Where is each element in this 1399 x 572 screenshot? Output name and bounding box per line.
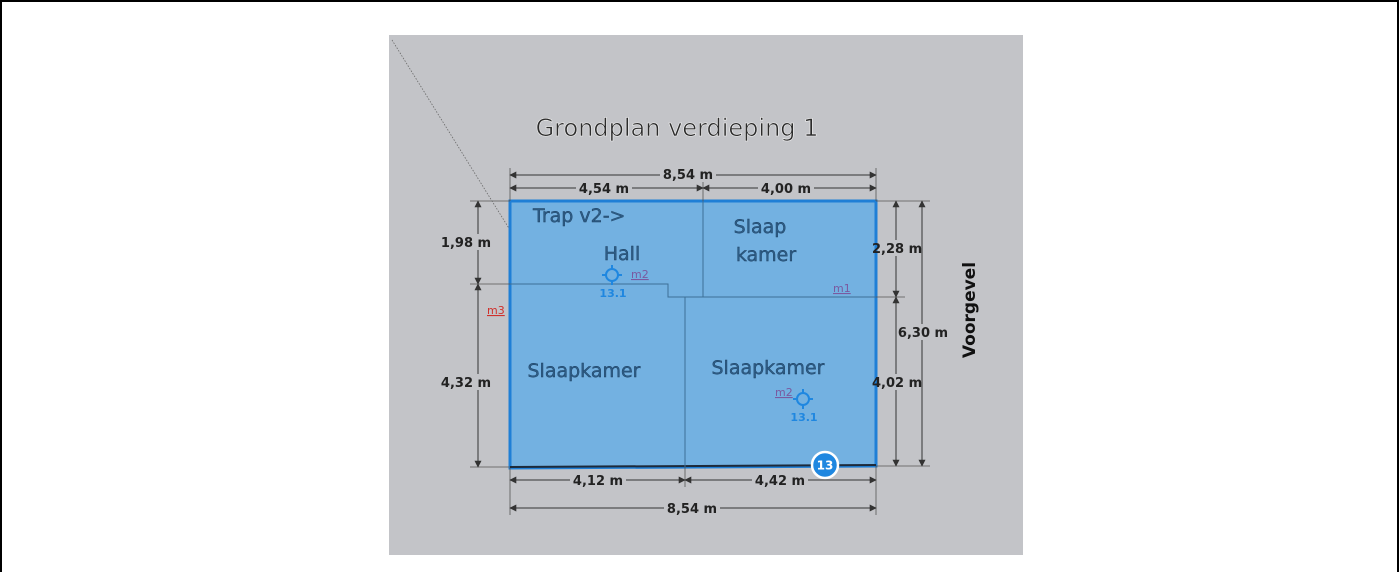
room-label-kamer[interactable]: kamer: [736, 244, 797, 266]
marker-m2-top[interactable]: m2: [631, 268, 649, 281]
dim-bottom-total: 8,54 m: [667, 502, 717, 517]
marker-m3[interactable]: m3: [487, 304, 505, 317]
dim-right-total: 6,30 m: [898, 326, 948, 341]
dim-right-top: 2,28 m: [872, 242, 922, 257]
room-label-hall[interactable]: Hall: [604, 243, 641, 265]
guide-line: [391, 39, 511, 231]
room-label-slaapkamer-right[interactable]: Slaapkamer: [711, 357, 825, 379]
dim-top-right: 4,00 m: [761, 182, 811, 197]
facade-label: Voorgevel: [960, 262, 980, 358]
dimension-labels: 8,54 m 4,54 m 4,00 m 1,98 m 4,32 m 2,28 …: [440, 166, 948, 517]
dim-bottom-right: 4,42 m: [755, 474, 805, 489]
tag-slaapkamer: 13.1: [790, 411, 817, 424]
target-icon-hall[interactable]: [602, 265, 622, 285]
room-label-slaapkamer-left[interactable]: Slaapkamer: [527, 360, 641, 382]
room-label-slaap[interactable]: Slaap: [733, 216, 787, 238]
target-icon-slaapkamer[interactable]: [793, 389, 813, 409]
tag-hall: 13.1: [599, 287, 626, 300]
dim-left-top: 1,98 m: [441, 236, 491, 251]
dim-right-bottom: 4,02 m: [872, 376, 922, 391]
marker-m1[interactable]: m1: [833, 282, 851, 295]
room-label-trap[interactable]: Trap v2->: [532, 205, 626, 227]
dim-top-total: 8,54 m: [663, 168, 713, 183]
dim-bottom-left: 4,12 m: [573, 474, 623, 489]
plan-title: Grondplan verdieping 1: [536, 114, 819, 142]
floor-plan-area[interactable]: [508, 199, 878, 470]
count-badge[interactable]: 13: [810, 450, 840, 480]
marker-m2-bottom[interactable]: m2: [775, 386, 793, 399]
count-badge-label: 13: [817, 459, 834, 473]
interior-walls: [510, 201, 876, 467]
dim-left-bottom: 4,32 m: [441, 376, 491, 391]
room-labels: Trap v2-> Hall Slaap kamer Slaapkamer Sl…: [527, 205, 825, 382]
dim-top-left: 4,54 m: [579, 182, 629, 197]
